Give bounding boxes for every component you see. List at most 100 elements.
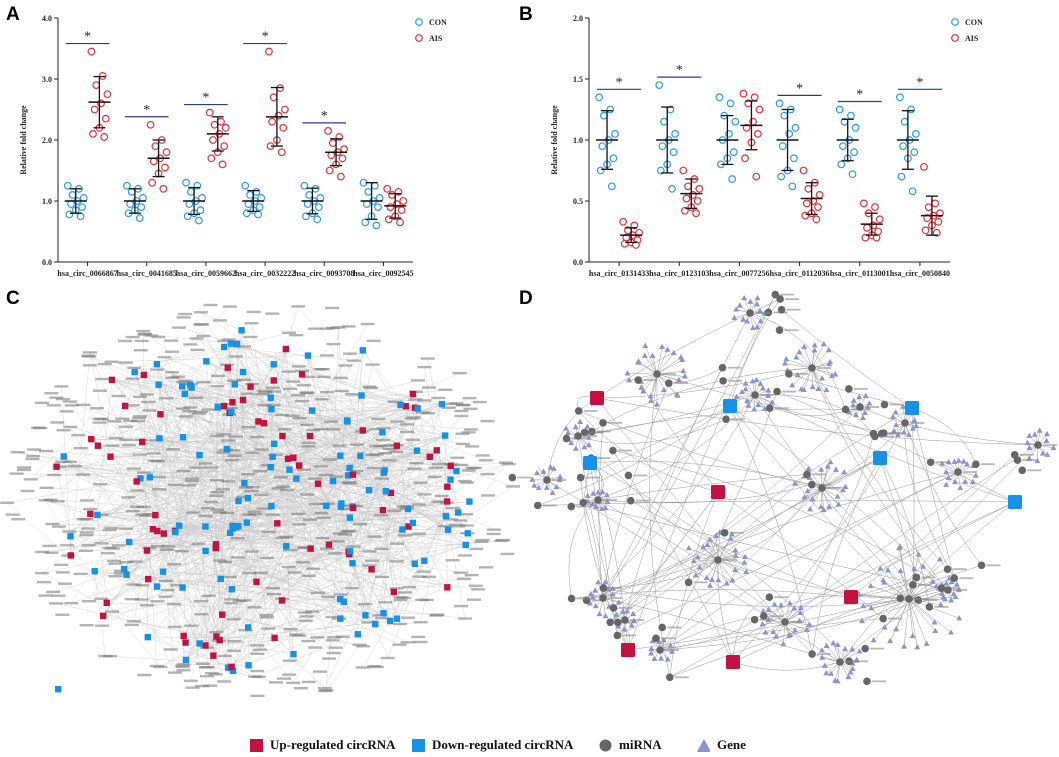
- network-c-edge: [146, 550, 268, 618]
- gene-label-mark: [108, 436, 123, 440]
- network-c-edge: [273, 380, 456, 525]
- gene-label-mark: [298, 546, 313, 549]
- circrna-node: [286, 466, 293, 473]
- gene-label-mark: [227, 639, 242, 643]
- circrna-node: [344, 472, 352, 479]
- network-d-edge: [598, 422, 604, 599]
- network-d-edge: [732, 596, 770, 663]
- circrna-node: [160, 530, 168, 537]
- mirna-node: [543, 476, 551, 484]
- circrna-node: [387, 489, 395, 497]
- network-c-edge: [215, 407, 218, 545]
- con-point: [725, 129, 733, 138]
- legend-label: AIS: [429, 34, 443, 43]
- circrna-node: [243, 519, 251, 526]
- circrna-node: [228, 586, 236, 593]
- ais-point: [923, 214, 932, 222]
- y-tick-label: 1.0: [573, 136, 583, 145]
- network-c-edge: [123, 326, 349, 570]
- gene-label-mark: [392, 643, 407, 646]
- mirna-label-mark: [589, 431, 604, 434]
- gene-label-mark: [475, 538, 490, 542]
- gene-node: [952, 478, 959, 485]
- gene-node: [731, 314, 738, 321]
- gene-label-mark: [124, 597, 139, 601]
- ais-point: [217, 117, 225, 126]
- gene-label-mark: [113, 569, 128, 573]
- network-d-edge: [612, 450, 734, 663]
- gene-label-mark: [165, 376, 180, 379]
- circrna-node: [293, 475, 300, 482]
- gene-label-mark: [362, 385, 377, 388]
- network-c-edge: [271, 505, 403, 530]
- mirna-node: [719, 377, 727, 385]
- gene-label-mark: [35, 550, 50, 554]
- gene-label-mark: [224, 602, 239, 605]
- gene-node: [613, 611, 620, 617]
- mirna-node: [871, 432, 879, 441]
- network-d-edge: [578, 410, 719, 493]
- network-c-edge: [123, 412, 230, 570]
- gene-label-mark: [203, 684, 218, 687]
- gene-node: [824, 463, 831, 469]
- gene-label-mark: [369, 453, 384, 456]
- gene-node: [969, 478, 976, 485]
- significance-star: *: [202, 91, 209, 106]
- con-point: [726, 99, 735, 108]
- ais-point: [209, 136, 217, 144]
- y-tick-label: 0.5: [573, 197, 583, 206]
- gene-label-mark: [62, 460, 77, 463]
- mirna-label-mark: [879, 435, 894, 438]
- mirna-label-mark: [935, 461, 950, 464]
- gene-node: [696, 564, 703, 570]
- gene-label-mark: [131, 416, 146, 420]
- network-c-edge: [97, 435, 310, 446]
- gene-node: [664, 656, 671, 662]
- network-c-edge: [159, 438, 271, 468]
- gene-node: [819, 375, 826, 381]
- gene-node: [807, 506, 814, 512]
- gene-label-mark: [285, 414, 300, 417]
- gene-node: [543, 484, 550, 490]
- network-c-edge: [270, 467, 349, 552]
- gene-node: [765, 606, 772, 612]
- gene-label-mark: [125, 509, 140, 513]
- ais-point: [151, 142, 160, 151]
- circrna-node: [267, 463, 274, 471]
- gene-label-mark: [92, 389, 107, 392]
- network-c-edge: [70, 536, 479, 590]
- mirna-label-mark: [588, 501, 603, 504]
- network-c-edge: [86, 411, 232, 536]
- mirna-label-mark: [729, 531, 744, 534]
- gene-node: [849, 665, 856, 671]
- ais-point: [279, 123, 288, 132]
- gene-label-mark: [301, 375, 316, 378]
- ais-point: [281, 105, 289, 114]
- mirna-label-mark: [854, 660, 869, 663]
- mirna-label-mark: [784, 329, 799, 332]
- x-tick-label: hsa_circ_0066867: [57, 269, 117, 278]
- gene-label-mark: [138, 332, 153, 336]
- network-c-edge: [327, 392, 403, 530]
- gene-label-mark: [218, 560, 233, 564]
- gene-node: [664, 346, 671, 352]
- network-c-edge: [111, 379, 390, 461]
- legend-label: AIS: [965, 34, 979, 43]
- gene-label-mark: [374, 514, 389, 517]
- network-c-edge: [231, 411, 349, 552]
- circrna-node: [405, 523, 412, 530]
- mirna-node: [771, 290, 780, 299]
- network-c-edge: [244, 390, 342, 484]
- gene-node: [681, 373, 688, 379]
- network-d-edge: [717, 559, 733, 581]
- gene-label-mark: [97, 362, 112, 366]
- con-point: [374, 203, 382, 212]
- network-d-edge: [602, 597, 841, 663]
- gene-label-mark: [204, 672, 219, 675]
- circrna-node: [203, 358, 210, 365]
- circrna-node: [143, 547, 151, 554]
- circrna-node: [159, 568, 167, 575]
- gene-label-mark: [212, 511, 227, 514]
- circrna-node: [358, 392, 365, 399]
- gene-node: [549, 489, 556, 495]
